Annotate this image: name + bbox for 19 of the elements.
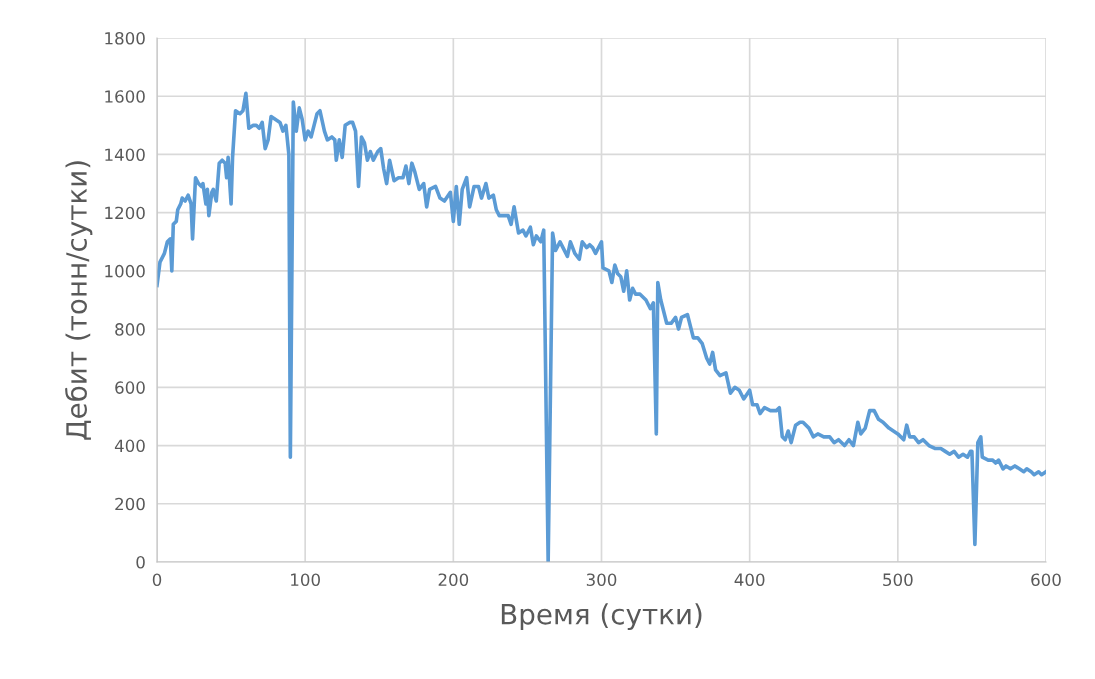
x-axis-title: Время (сутки) (501, 603, 702, 631)
y-tick-label: 400 (114, 439, 145, 453)
y-axis-title: Дебит (тонн/сутки) (65, 161, 93, 440)
y-tick-label: 0 (136, 555, 145, 569)
y-tick-label: 1000 (105, 264, 145, 278)
y-tick-label: 200 (115, 497, 145, 511)
x-tick-label: 300 (586, 573, 617, 587)
x-tick-label: 200 (438, 573, 469, 587)
y-tick-label: 1200 (105, 206, 145, 220)
x-tick-label: 0 (152, 573, 162, 587)
y-tick-label: 1400 (105, 148, 145, 162)
y-tick-label: 1600 (105, 90, 145, 103)
y-tick-label: 600 (115, 381, 145, 394)
x-tick-label: 100 (291, 573, 320, 587)
x-tick-label: 500 (883, 573, 913, 587)
x-tick-label: 400 (734, 573, 765, 587)
y-tick-label: 1800 (105, 31, 145, 45)
y-tick-label: 800 (115, 323, 145, 336)
x-tick-label: 600 (1031, 573, 1061, 587)
